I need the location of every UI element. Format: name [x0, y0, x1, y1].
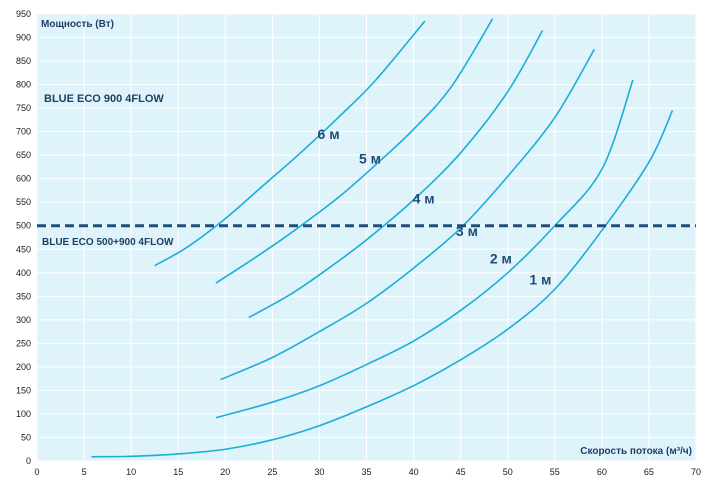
y-tick-label: 300 — [16, 315, 31, 325]
tick-labels: 0 5 10 15 20 25 30 35 40 45 50 55 60 65 70050100150200… — [16, 9, 701, 477]
y-tick-label: 600 — [16, 174, 31, 184]
x-tick-label: 60 — [597, 467, 607, 477]
x-tick-label: 0 — [34, 467, 39, 477]
y-tick-label: 850 — [16, 56, 31, 66]
x-tick-label: 45 — [456, 467, 466, 477]
y-tick-label: 250 — [16, 338, 31, 348]
y-axis-title: Мощность (Вт) — [41, 19, 114, 30]
y-tick-label: 800 — [16, 80, 31, 90]
series-line — [91, 110, 674, 458]
y-tick-label: 750 — [16, 103, 31, 113]
series-line — [215, 79, 634, 419]
series-label: 5 м — [359, 151, 381, 167]
x-tick-label: 15 — [173, 467, 183, 477]
series-labels: 1 м 2 м 3 м 4 м 5 м 6 м — [318, 126, 552, 287]
series-label: 1 м — [529, 272, 551, 288]
y-tick-label: 900 — [16, 33, 31, 43]
x-tick-label: 65 — [644, 467, 654, 477]
x-tick-label: 70 — [691, 467, 701, 477]
x-tick-label: 55 — [550, 467, 560, 477]
y-tick-label: 700 — [16, 127, 31, 137]
series-line — [215, 18, 494, 284]
x-axis-title: Скорость потока (м³/ч) — [580, 446, 692, 457]
y-tick-label: 500 — [16, 221, 31, 231]
series-label: 2 м — [490, 250, 512, 266]
lower-model-annotation: BLUE ECO 500+900 4FLOW — [42, 237, 174, 248]
y-tick-label: 550 — [16, 197, 31, 207]
series-line — [154, 20, 426, 267]
y-tick-label: 400 — [16, 268, 31, 278]
series-line — [220, 48, 596, 381]
series-label: 4 м — [413, 191, 435, 207]
y-tick-label: 450 — [16, 244, 31, 254]
y-tick-label: 150 — [16, 385, 31, 395]
x-tick-label: 10 — [126, 467, 136, 477]
x-tick-label: 25 — [267, 467, 277, 477]
y-tick-label: 200 — [16, 362, 31, 372]
x-tick-label: 50 — [503, 467, 513, 477]
y-tick-label: 100 — [16, 409, 31, 419]
series-label: 6 м — [318, 126, 340, 142]
upper-model-annotation: BLUE ECO 900 4FLOW — [44, 93, 164, 105]
series-lines — [91, 18, 674, 458]
y-tick-label: 0 — [26, 456, 31, 466]
series-line — [248, 30, 544, 319]
y-tick-label: 950 — [16, 9, 31, 19]
x-tick-label: 40 — [409, 467, 419, 477]
y-tick-label: 50 — [21, 432, 31, 442]
y-tick-label: 650 — [16, 150, 31, 160]
series-label: 3 м — [456, 223, 478, 239]
x-tick-label: 35 — [361, 467, 371, 477]
x-tick-label: 30 — [314, 467, 324, 477]
x-tick-label: 5 — [82, 467, 87, 477]
x-tick-label: 20 — [220, 467, 230, 477]
y-tick-label: 350 — [16, 291, 31, 301]
